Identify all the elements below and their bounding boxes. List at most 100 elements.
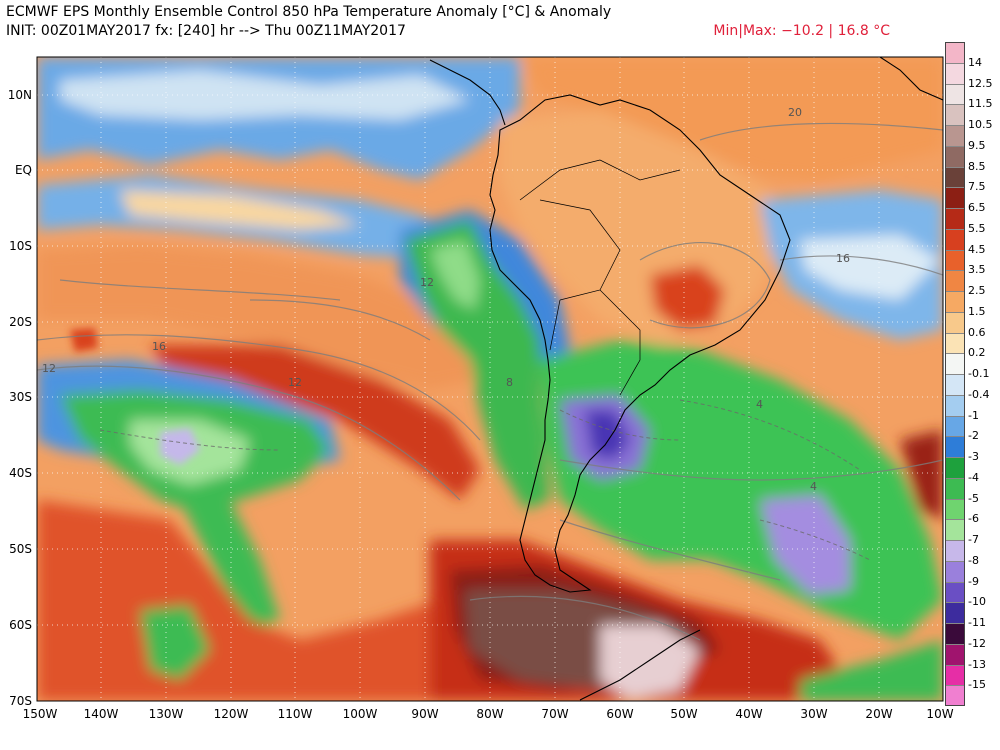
colorbar-cell	[945, 477, 965, 499]
lon-label: 30W	[800, 707, 828, 721]
colorbar-label: -12	[968, 636, 986, 650]
anomaly-field-atlantic-light	[800, 235, 940, 300]
colorbar-label: 0.2	[968, 346, 986, 360]
colorbar-cell	[945, 332, 965, 354]
colorbar-label: 9.5	[968, 138, 986, 152]
lat-label: 10S	[9, 239, 32, 253]
colorbar-cell	[945, 623, 965, 644]
colorbar-cell	[945, 436, 965, 457]
map-frame	[36, 56, 944, 702]
colorbar-label: 5.5	[968, 221, 986, 235]
colorbar-cell	[945, 602, 965, 623]
anomaly-field-northeast-warm	[520, 57, 943, 180]
anomaly-field-north-light	[60, 70, 470, 120]
temperature-contours	[37, 122, 943, 641]
lon-label: 40W	[735, 707, 763, 721]
colorbar-label: 2.5	[968, 284, 986, 297]
contour-label: 12	[42, 362, 56, 375]
country-borders	[519, 159, 681, 396]
lon-label: 70W	[541, 707, 569, 721]
colorbar-cell	[945, 145, 965, 167]
colorbar-cell	[945, 519, 965, 540]
dashed-contours	[99, 399, 871, 561]
anomaly-field-southwest-warm	[37, 500, 470, 701]
colorbar-label: 1.5	[968, 304, 986, 318]
anomaly-field-pacific-lavender	[160, 428, 200, 465]
lon-label: 60W	[606, 707, 634, 721]
anomaly-field-eq-light	[120, 190, 360, 230]
colorbar-cell	[945, 208, 965, 229]
anomaly-field-southwest-green	[140, 605, 210, 680]
lat-label: 30S	[9, 390, 32, 404]
lat-label: 50S	[9, 542, 32, 556]
lon-label: 110W	[277, 707, 313, 721]
colorbar-label: -9	[968, 574, 979, 588]
anomaly-field-brazil-hot	[650, 265, 725, 330]
colorbar-label: -11	[968, 616, 986, 629]
lon-label: 10W	[926, 707, 954, 721]
lat-label: 60S	[9, 618, 32, 632]
colorbar-label: -7	[968, 533, 979, 546]
lat-lon-grid	[37, 57, 943, 701]
lon-label: 120W	[213, 707, 249, 721]
colorbar-label: 12.5	[968, 76, 993, 90]
contour-label: 16	[836, 252, 850, 265]
min-max-readout: Min|Max: −10.2 | 16.8 °C	[713, 23, 890, 39]
colorbar-label: -5	[968, 491, 979, 505]
colorbar-cell	[945, 374, 965, 395]
colorbar-cell	[945, 685, 965, 706]
south-america-coastline	[489, 94, 791, 593]
colorbar-label: 6.5	[968, 201, 986, 214]
lon-label: 100W	[342, 707, 378, 721]
lon-label: 90W	[411, 707, 439, 721]
anomaly-field-andes-green	[405, 220, 550, 510]
contour-label: 8	[506, 376, 513, 389]
colorbar-label: 14	[968, 55, 982, 69]
anomaly-field-east-darkred	[900, 430, 943, 520]
colorbar-cell	[945, 415, 965, 437]
colorbar-label: -13	[968, 657, 986, 671]
colorbar-label: -0.4	[968, 387, 990, 401]
colorbar-label: 4.5	[968, 242, 986, 256]
colorbar-cell	[945, 643, 965, 665]
colorbar-label: 0.6	[968, 325, 986, 339]
colorbar-cell	[945, 311, 965, 333]
contour-label: 12	[288, 376, 302, 389]
colorbar	[945, 42, 965, 706]
colorbar-cell	[945, 104, 965, 125]
lat-label: 20S	[9, 315, 32, 329]
anomaly-field-atlantic-purple	[760, 495, 850, 595]
colorbar-label: 10.5	[968, 118, 993, 131]
lon-label: 150W	[22, 707, 58, 721]
colorbar-label: -8	[968, 553, 979, 567]
anomaly-field-pacific-warm	[37, 245, 480, 390]
colorbar-cell	[945, 125, 965, 146]
lat-label: 70S	[9, 694, 32, 708]
lon-label: 130W	[148, 707, 184, 721]
lon-label: 50W	[670, 707, 698, 721]
colorbar-label: -0.1	[968, 367, 990, 380]
colorbar-cell	[945, 187, 965, 208]
coastlines	[429, 57, 943, 701]
antarctic-peninsula	[579, 629, 701, 701]
colorbar-label: -3	[968, 450, 979, 463]
contour-label: 16	[152, 340, 166, 353]
chart-title: ECMWF EPS Monthly Ensemble Control 850 h…	[6, 4, 612, 20]
anomaly-field-west-red-spot	[70, 328, 98, 352]
colorbar-frame	[945, 42, 965, 706]
colorbar-label: -4	[968, 470, 979, 484]
contour-label: 12	[420, 276, 434, 289]
anomaly-field-pacific-green-tail	[180, 500, 280, 630]
colorbar-cell	[945, 270, 965, 291]
lon-label: 80W	[476, 707, 504, 721]
anomaly-field-southeast-green	[800, 640, 943, 701]
colorbar-cell	[945, 581, 965, 603]
lat-label: EQ	[14, 163, 32, 177]
lon-label: 20W	[865, 707, 893, 721]
colorbar-cell	[945, 664, 965, 686]
colorbar-cell	[945, 540, 965, 561]
colorbar-cell	[945, 249, 965, 271]
anomaly-field-andes-light-green	[430, 240, 480, 310]
init-info: INIT: 00Z01MAY2017 fx: [240] hr --> Thu …	[6, 23, 406, 39]
